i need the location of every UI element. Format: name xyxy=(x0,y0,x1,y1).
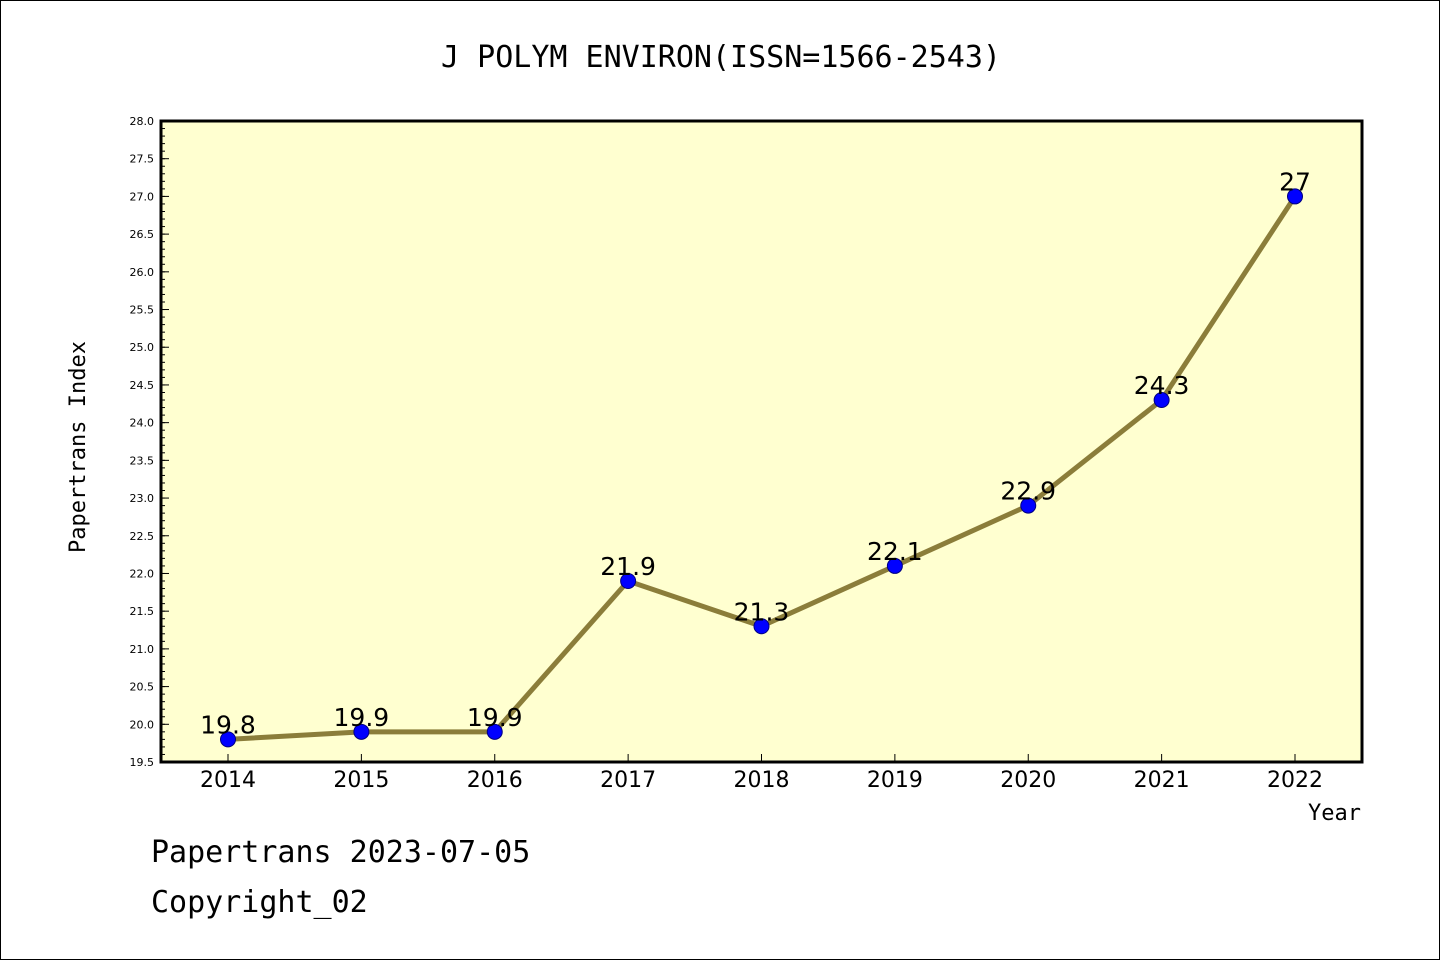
data-point xyxy=(1287,188,1303,205)
data-label: 24.3 xyxy=(1134,371,1190,400)
y-tick-label: 22.0 xyxy=(130,567,155,580)
data-label: 21.3 xyxy=(734,597,790,626)
y-tick-label: 25.5 xyxy=(130,304,155,317)
y-tick-label: 23.0 xyxy=(130,492,155,505)
series-group: 19.8 19.9 19.9 21.9 21.3 22.1 22.9 24.3 27 xyxy=(200,167,1311,748)
data-point xyxy=(1153,392,1170,409)
x-tick-label: 2018 xyxy=(734,768,790,793)
data-label: 27 xyxy=(1279,167,1311,196)
y-tick-label: 28.0 xyxy=(130,115,155,128)
y-tick-label: 21.5 xyxy=(130,605,155,618)
data-point xyxy=(753,618,770,635)
data-point xyxy=(1020,497,1037,514)
y-tick-label: 22.5 xyxy=(130,530,155,543)
y-tick-label: 27.0 xyxy=(130,190,155,203)
x-tick-label: 2021 xyxy=(1134,768,1190,793)
data-label: 21.9 xyxy=(600,552,656,581)
y-tick-label: 24.0 xyxy=(130,417,155,430)
footer-copyright-line: Copyright_02 xyxy=(151,885,368,920)
x-tick-label: 2017 xyxy=(600,768,656,793)
y-tick-label: 27.5 xyxy=(130,153,155,166)
chart-title: J POLYM ENVIRON(ISSN=1566-2543) xyxy=(441,40,1001,75)
data-label: 19.9 xyxy=(467,703,523,732)
y-axis: 19.5 20.0 20.5 21.0 21.5 22.0 22.5 23.0 23.5 24.0… xyxy=(130,115,169,769)
y-tick-label: 20.0 xyxy=(130,718,155,731)
x-tick-label: 2022 xyxy=(1267,768,1323,793)
y-tick-label: 19.5 xyxy=(130,756,155,769)
x-tick-label: 2014 xyxy=(200,768,256,793)
data-point xyxy=(220,731,236,748)
y-tick-label: 25.0 xyxy=(130,341,155,354)
data-label: 22.1 xyxy=(867,537,923,566)
y-tick-label: 26.0 xyxy=(130,266,155,279)
y-tick-label: 26.5 xyxy=(130,228,155,241)
data-label: 19.8 xyxy=(200,710,256,739)
plot-area xyxy=(159,119,1364,764)
x-axis: 2014 2015 2016 2017 2018 2019 2020 2021 2022 xyxy=(200,754,1323,793)
y-tick-label: 23.5 xyxy=(130,454,155,467)
x-tick-label: 2016 xyxy=(467,768,523,793)
y-tick-label: 24.5 xyxy=(130,379,155,392)
y-tick-label: 20.5 xyxy=(130,681,155,694)
data-point xyxy=(620,573,637,590)
data-point xyxy=(353,723,370,740)
x-tick-label: 2020 xyxy=(1000,768,1056,793)
x-tick-label: 2019 xyxy=(867,768,923,793)
data-point xyxy=(486,723,503,740)
data-point xyxy=(886,557,903,574)
data-label: 22.9 xyxy=(1000,477,1056,506)
y-tick-label: 21.0 xyxy=(130,643,155,656)
x-axis-label: Year xyxy=(1308,801,1361,826)
y-axis-label: Papertrans Index xyxy=(66,341,91,553)
x-tick-label: 2015 xyxy=(333,768,389,793)
data-label: 19.9 xyxy=(334,703,390,732)
footer-date-line: Papertrans 2023-07-05 xyxy=(151,835,531,870)
